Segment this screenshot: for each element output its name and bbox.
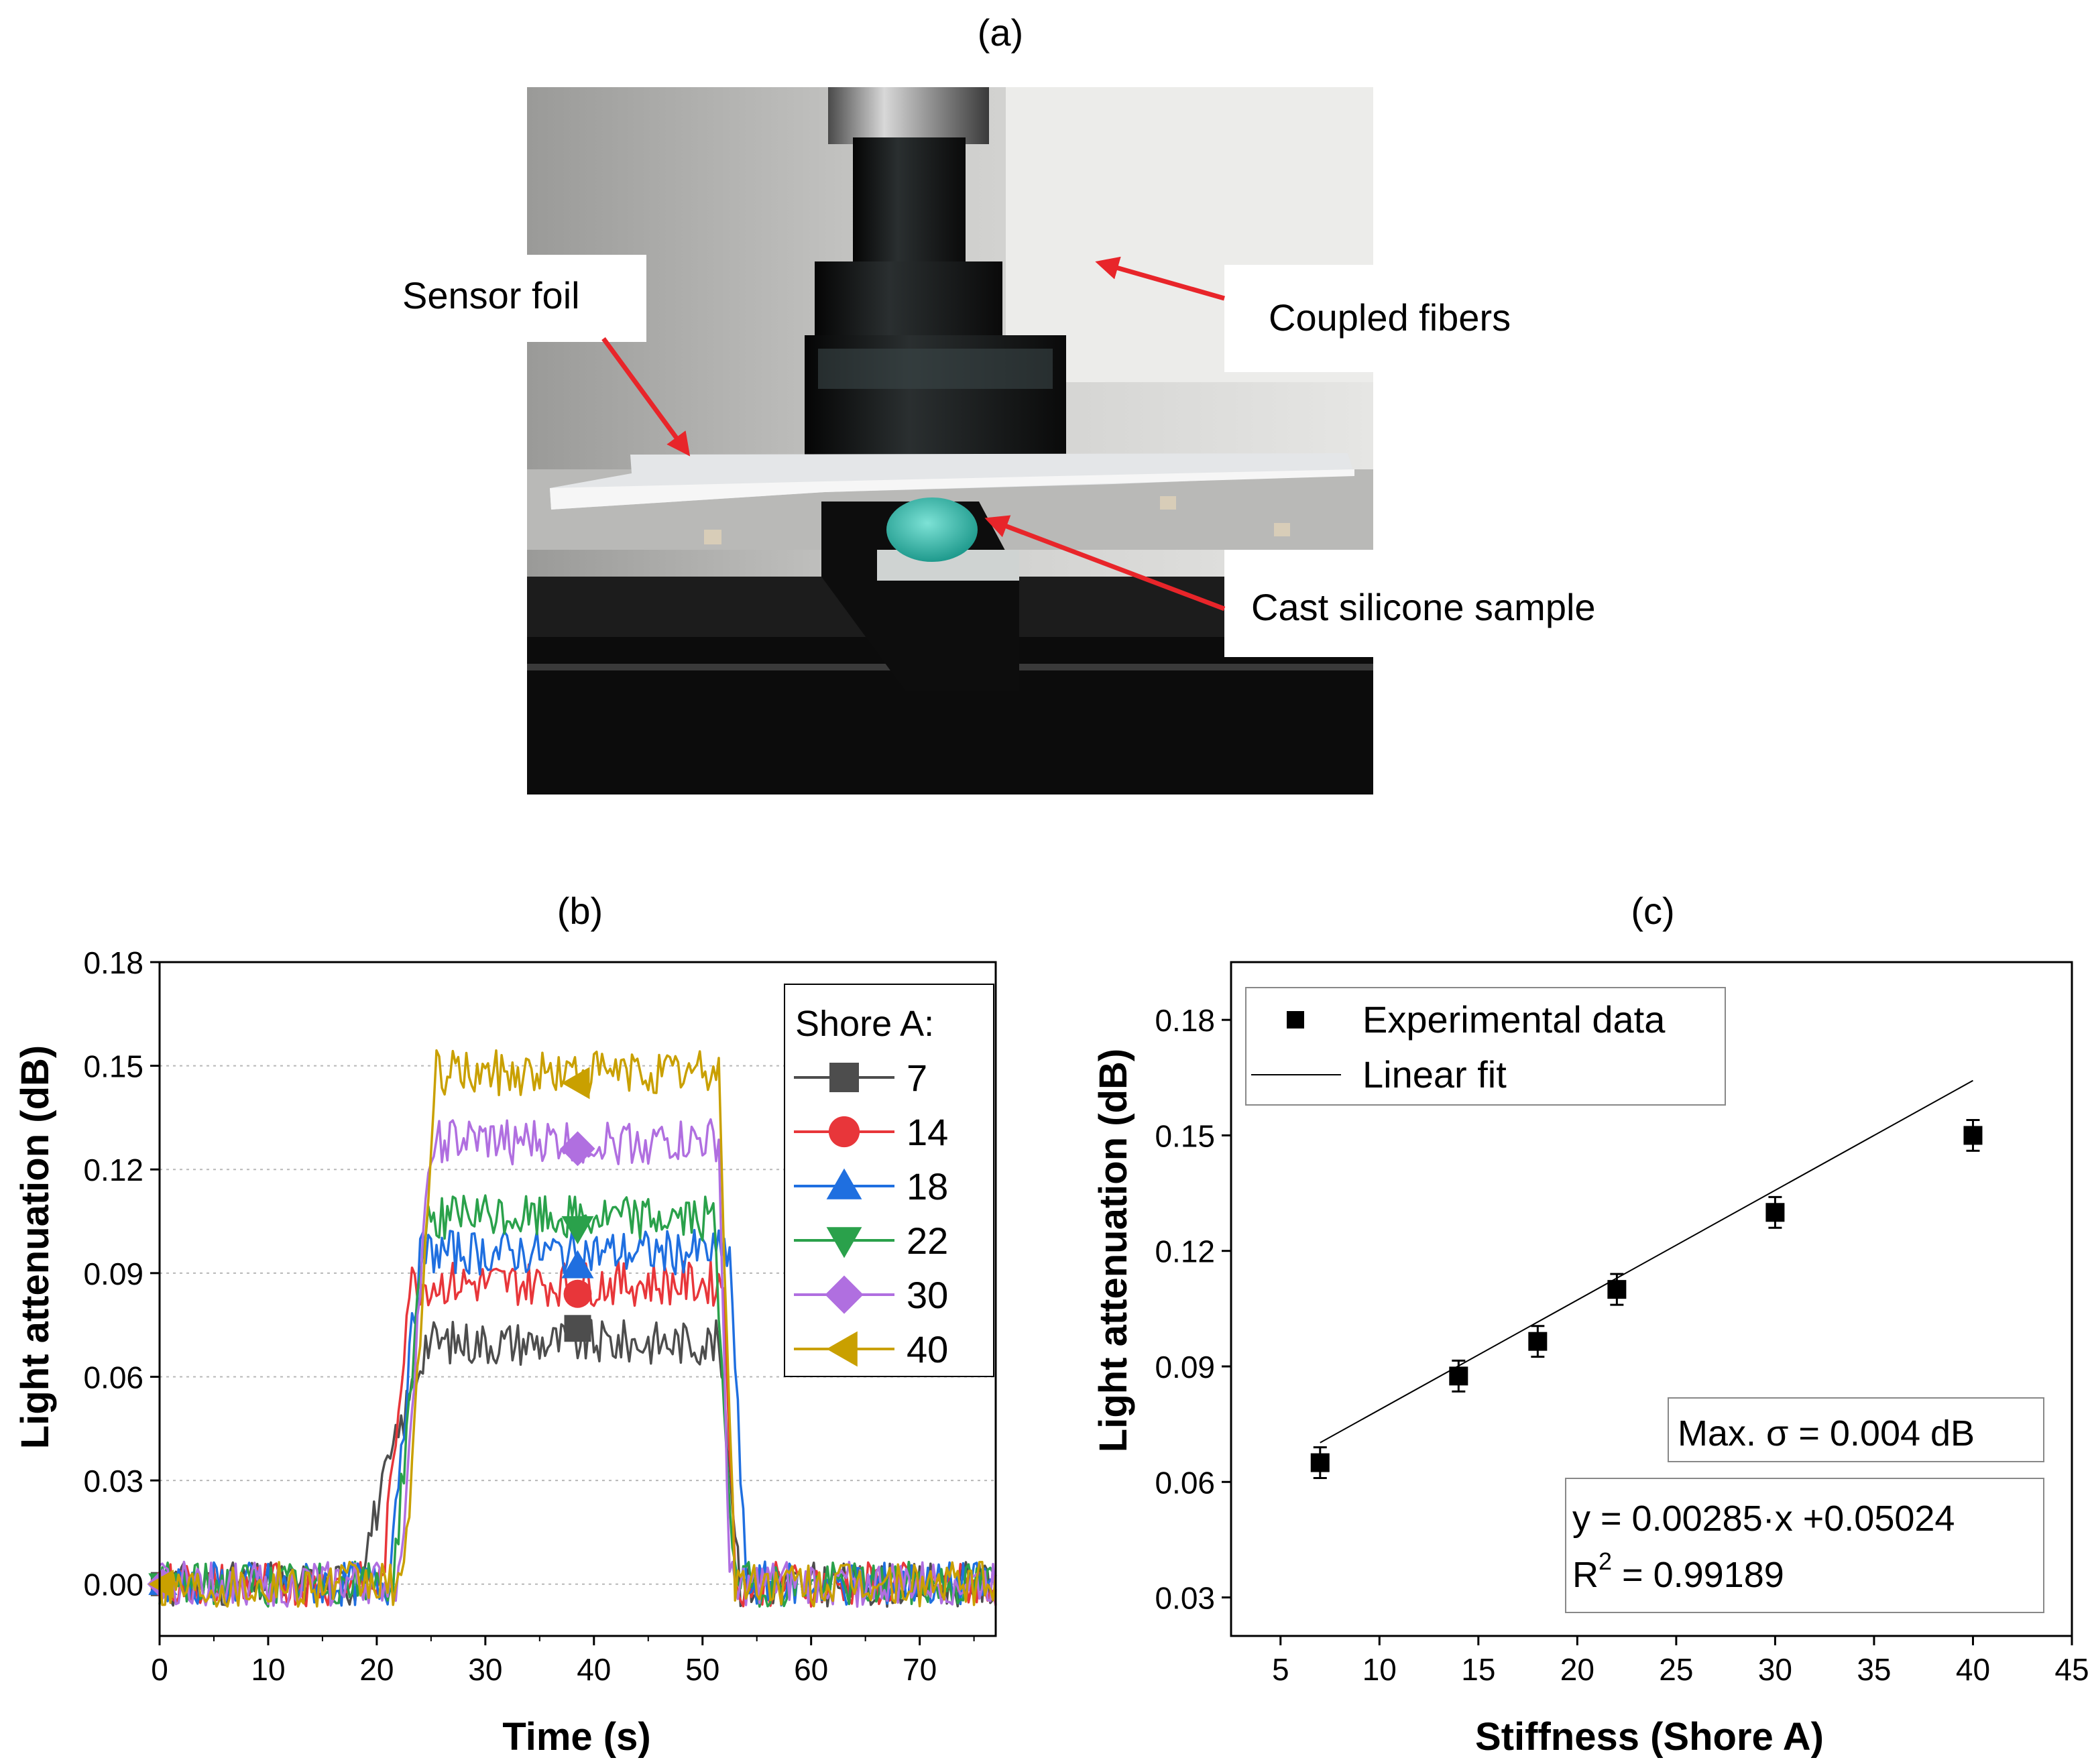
chart-b-ylabel: Light attenuation (dB) [13, 1045, 57, 1449]
arrow-sensor-foil [601, 337, 691, 457]
x-tick-label-c: 15 [1461, 1652, 1495, 1687]
fit-equation: y = 0.00285·x +0.05024 [1572, 1498, 1955, 1539]
legend-b-marker-40 [826, 1331, 858, 1367]
x-tick-label-c: 40 [1956, 1652, 1990, 1687]
data-point [1963, 1126, 1983, 1145]
arrow-cast-silicone [984, 515, 1226, 611]
x-tick-label-c: 25 [1659, 1652, 1693, 1687]
callout-sensor-foil: Sensor foil [402, 274, 580, 316]
plot-frame-c [1230, 961, 2073, 1637]
panel-a-label: (a) [978, 11, 1023, 54]
x-tick-label-b: 70 [903, 1652, 937, 1687]
callout-box-coupled-fibers [1224, 265, 1590, 372]
x-tick-label-b: 20 [359, 1652, 394, 1687]
callout-box-cast-silicone [1224, 550, 1620, 657]
chart-c: 0.03 0.06 0.09 0.12 0.15 0.18 5 10 15 20 25 30 35 40 4… [1155, 961, 2089, 1687]
legend-b-marker-30 [825, 1275, 864, 1314]
panel-c-label: (c) [1631, 890, 1674, 932]
y-tick-label-b: 0.03 [83, 1464, 143, 1498]
chart-c-legend: Experimental data Linear fit [1245, 987, 1726, 1106]
x-tick-label-c: 45 [2054, 1652, 2089, 1687]
x-tick-label-c: 35 [1857, 1652, 1891, 1687]
callout-box-sensor-foil [384, 255, 646, 342]
legend-b-marker-14 [828, 1116, 860, 1148]
plot-frame-b [158, 961, 997, 1637]
data-point [1607, 1280, 1627, 1299]
chart-c-ylabel: Light attenuation (dB) [1092, 1049, 1135, 1452]
legend-c-experimental: Experimental data [1362, 998, 1666, 1041]
y-tick-label-b: 0.00 [83, 1568, 143, 1602]
fit-r2: R2 = 0.99189 [1572, 1547, 1784, 1595]
y-tick-label-c: 0.03 [1155, 1581, 1215, 1616]
data-point [1765, 1203, 1785, 1222]
series-start-marker-shore-40 [148, 1570, 174, 1599]
callout-cast-silicone: Cast silicone sample [1251, 586, 1596, 628]
linear-fit-line [1320, 1079, 1973, 1444]
x-tick-label-b: 10 [251, 1652, 285, 1687]
y-tick-label-c: 0.15 [1155, 1118, 1215, 1153]
setup-photo: Sensor foil Coupled fibers Cast silicone… [384, 87, 1620, 795]
y-tick-label-b: 0.12 [83, 1153, 143, 1187]
x-tick-label-b: 60 [794, 1652, 828, 1687]
y-tick-label-b: 0.15 [83, 1049, 143, 1084]
y-tick-label-c: 0.18 [1155, 1003, 1215, 1038]
x-tick-label-b: 0 [151, 1652, 168, 1687]
series-marker-shore-30 [560, 1131, 595, 1167]
data-point [1310, 1453, 1330, 1472]
fit-equation-box: y = 0.00285·x +0.05024 R2 = 0.99189 [1565, 1478, 2044, 1613]
callout-coupled-fibers: Coupled fibers [1269, 296, 1511, 339]
x-tick-label-c: 20 [1560, 1652, 1594, 1687]
legend-b-label-30: 30 [907, 1274, 948, 1316]
x-tick-label-c: 10 [1362, 1652, 1397, 1687]
legend-b-label-7: 7 [907, 1057, 927, 1099]
sigma-annotation: Max. σ = 0.004 dB [1668, 1397, 2044, 1462]
sigma-text: Max. σ = 0.004 dB [1678, 1413, 1975, 1454]
legend-b-label-22: 22 [907, 1220, 948, 1262]
chart-b: 0.00 0.03 0.06 0.09 0.12 0.15 0.18 0 10 20 30 40 50 6… [83, 945, 997, 1687]
chart-b-xlabel: Time (s) [502, 1715, 650, 1759]
y-tick-label-c: 0.09 [1155, 1350, 1215, 1385]
chart-c-xlabel: Stiffness (Shore A) [1475, 1715, 1824, 1759]
x-tick-label-c: 30 [1758, 1652, 1792, 1687]
y-tick-label-b: 0.06 [83, 1360, 143, 1395]
arrow-coupled-fibers [1095, 256, 1225, 301]
legend-c-marker-square [1287, 1011, 1304, 1028]
legend-b-label-18: 18 [907, 1165, 948, 1208]
legend-c-frame [1245, 987, 1726, 1106]
y-tick-label-b: 0.18 [83, 945, 143, 980]
y-tick-label-c: 0.12 [1155, 1234, 1215, 1269]
x-tick-label-c: 5 [1272, 1652, 1289, 1687]
data-point [1528, 1332, 1548, 1351]
y-tick-label-c: 0.06 [1155, 1465, 1215, 1500]
x-tick-label-b: 50 [685, 1652, 719, 1687]
legend-b-marker-7 [829, 1063, 859, 1092]
legend-b-marker-18 [826, 1168, 862, 1199]
chart-b-legend: Shore A: 7 14 18 22 30 40 [784, 984, 994, 1377]
panel-b-label: (b) [557, 890, 603, 932]
legend-b-title: Shore A: [795, 1004, 934, 1044]
data-point [1449, 1366, 1468, 1386]
x-tick-label-b: 30 [468, 1652, 502, 1687]
legend-b-label-14: 14 [907, 1111, 948, 1153]
legend-b-label-40: 40 [907, 1328, 948, 1370]
y-tick-label-b: 0.09 [83, 1256, 143, 1291]
series-marker-shore-14 [563, 1279, 592, 1308]
x-tick-label-b: 40 [577, 1652, 611, 1687]
series-marker-shore-7 [564, 1315, 591, 1342]
legend-c-linear-fit: Linear fit [1362, 1053, 1507, 1096]
legend-b-marker-22 [826, 1227, 862, 1258]
series-marker-shore-22 [561, 1216, 594, 1244]
legend-b-frame [784, 984, 994, 1377]
series-marker-shore-40 [561, 1067, 590, 1100]
series-marker-shore-18 [561, 1250, 594, 1279]
